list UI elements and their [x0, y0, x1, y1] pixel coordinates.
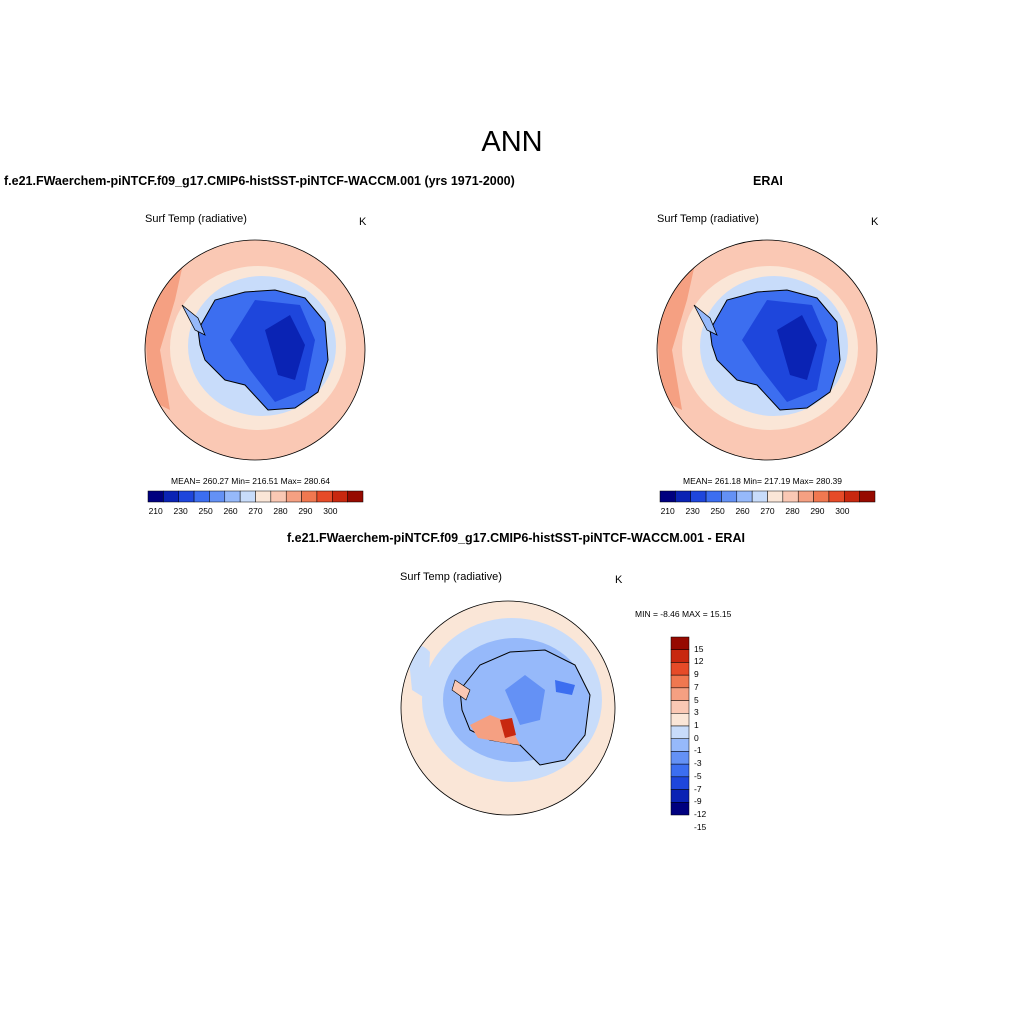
colorbar-tick-label: 290: [298, 506, 313, 516]
colorbar-swatch: [813, 490, 830, 503]
colorbar-swatch: [255, 490, 272, 503]
colorbar-swatch: [670, 751, 690, 765]
colorbar-swatch: [670, 662, 690, 676]
colorbar-tick-label: -3: [694, 758, 702, 769]
colorbar-swatch: [147, 490, 164, 503]
panel-3-map-border: [400, 600, 616, 816]
panel-1-variable-label: Surf Temp (radiative): [145, 213, 247, 225]
colorbar-swatch: [209, 490, 226, 503]
colorbar-swatch: [690, 490, 707, 503]
colorbar-tick-label: 7: [694, 681, 699, 692]
colorbar-swatch: [163, 490, 179, 503]
panel-1-case-title: f.e21.FWaerchem-piNTCF.f09_g17.CMIP6-his…: [4, 174, 515, 188]
colorbar-tick-label: 1: [694, 720, 699, 730]
colorbar-swatch: [705, 490, 722, 503]
colorbar-swatch: [782, 490, 799, 503]
colorbar-swatch: [193, 490, 210, 503]
panel-3-stats: MIN = -8.46 MAX = 15.15: [635, 609, 732, 619]
colorbar-tick-label: 210: [148, 506, 163, 516]
colorbar-swatch: [670, 725, 690, 739]
colorbar-tick-label: 260: [223, 506, 238, 516]
panel-2-polar-map: [657, 240, 877, 460]
panel-1-colorbar: [147, 490, 364, 503]
colorbar-swatch: [332, 490, 348, 503]
colorbar-swatch: [844, 490, 860, 503]
colorbar-swatch: [239, 490, 256, 503]
colorbar-tick-label: -15: [694, 821, 707, 832]
panel-2-stats: MEAN= 261.18 Min= 217.19 Max= 280.39: [683, 476, 843, 486]
colorbar-tick-label: -1: [694, 745, 702, 756]
colorbar-swatch: [670, 713, 690, 727]
colorbar-swatch: [670, 700, 690, 714]
panel-2-units: K: [871, 216, 879, 228]
colorbar-tick-label: 270: [248, 506, 263, 516]
colorbar-tick-label: 230: [685, 506, 700, 516]
colorbar-tick-label: 280: [273, 506, 288, 516]
colorbar-swatch: [670, 738, 690, 752]
colorbar-tick-label: 12: [694, 656, 704, 667]
colorbar-tick-label: 260: [735, 506, 750, 516]
colorbar-swatch: [285, 490, 302, 503]
colorbar-swatch: [721, 490, 738, 503]
colorbar-tick-label: 300: [835, 506, 850, 516]
colorbar-tick-label: 0: [694, 732, 699, 743]
colorbar-swatch: [751, 490, 768, 503]
colorbar-tick-label: 5: [694, 694, 699, 705]
colorbar-tick-label: 230: [173, 506, 188, 516]
colorbar-tick-label: 210: [660, 506, 675, 516]
colorbar-tick-label: -7: [694, 783, 702, 794]
colorbar-tick-label: -12: [694, 809, 707, 819]
page-title: ANN: [481, 126, 543, 158]
colorbar-swatch: [670, 789, 690, 803]
panel-3-colorbar: [670, 636, 690, 816]
panel-3-variable-label: Surf Temp (radiative): [400, 571, 502, 583]
panel-2-case-title: ERAI: [753, 174, 783, 188]
panel-2-variable-label: Surf Temp (radiative): [657, 213, 759, 225]
panel-3-polar-map: [401, 601, 615, 815]
panel-2-colorbar: [659, 490, 876, 503]
colorbar-swatch: [347, 490, 364, 503]
colorbar-swatch: [659, 490, 676, 503]
colorbar-tick-label: 250: [198, 506, 213, 516]
colorbar-swatch: [767, 490, 784, 503]
colorbar-swatch: [859, 490, 876, 503]
colorbar-swatch: [670, 687, 690, 701]
colorbar-swatch: [670, 802, 690, 816]
colorbar-tick-label: 290: [810, 506, 825, 516]
colorbar-swatch: [670, 636, 690, 650]
colorbar-tick-label: 270: [760, 506, 775, 516]
colorbar-swatch: [670, 674, 690, 689]
colorbar-swatch: [178, 490, 195, 503]
colorbar-tick-label: -9: [694, 796, 702, 807]
colorbar-swatch: [316, 490, 333, 503]
colorbar-swatch: [828, 490, 845, 503]
panel-3-units: K: [615, 574, 623, 586]
colorbar-swatch: [224, 490, 241, 503]
panel-1-map-border: [144, 239, 366, 461]
panel-1-stats: MEAN= 260.27 Min= 216.51 Max= 280.64: [171, 476, 331, 486]
colorbar-swatch: [270, 490, 287, 503]
panel-3-case-title: f.e21.FWaerchem-piNTCF.f09_g17.CMIP6-his…: [287, 531, 745, 545]
colorbar-swatch: [670, 776, 690, 790]
panel-2-map-border: [656, 239, 878, 461]
colorbar-tick-label: 280: [785, 506, 800, 516]
colorbar-tick-label: 300: [323, 506, 338, 516]
colorbar-tick-label: -5: [694, 770, 702, 781]
colorbar-swatch: [670, 649, 690, 663]
panel-1-units: K: [359, 216, 367, 228]
colorbar-swatch: [797, 490, 814, 503]
colorbar-swatch: [670, 763, 690, 778]
panel-1-polar-map: [145, 240, 365, 460]
colorbar-tick-label: 9: [694, 669, 699, 680]
colorbar-tick-label: 250: [710, 506, 725, 516]
colorbar-tick-label: 3: [694, 707, 699, 718]
colorbar-swatch: [301, 490, 318, 503]
colorbar-swatch: [675, 490, 691, 503]
colorbar-tick-label: 15: [694, 643, 704, 654]
colorbar-swatch: [736, 490, 753, 503]
